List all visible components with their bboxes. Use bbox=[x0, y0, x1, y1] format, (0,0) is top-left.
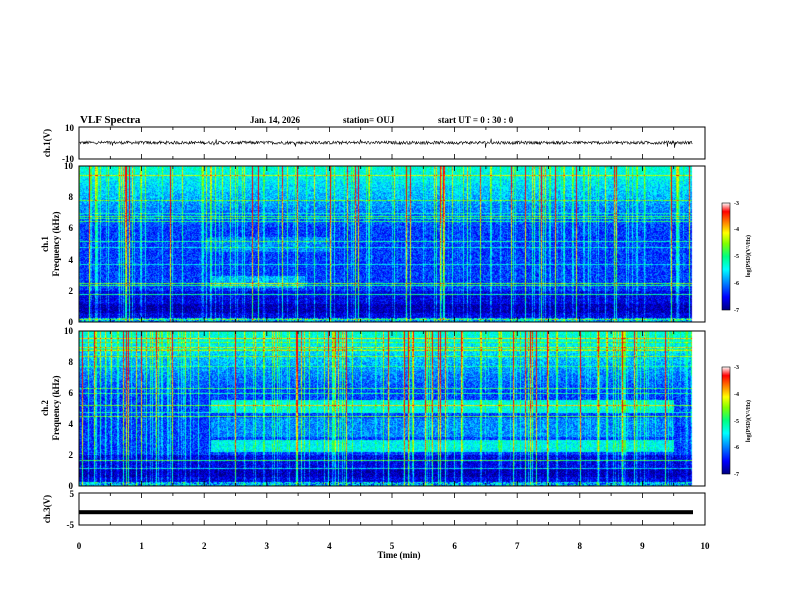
ch2-colorbar bbox=[721, 366, 731, 475]
ch1-ytick-2: 2 bbox=[69, 286, 74, 296]
xtick-0: 0 bbox=[77, 541, 82, 551]
spec1-ticks-marks bbox=[78, 166, 706, 322]
ch1-xticks-marks bbox=[78, 127, 706, 159]
time-axis-tick-labels: 0 1 2 3 4 5 6 7 8 9 10 bbox=[77, 541, 710, 551]
ch1-cb-tick-m7: -7 bbox=[734, 308, 739, 314]
ch2-spectrogram-ticks bbox=[78, 331, 706, 486]
ch2-cb-tick-m7: -7 bbox=[734, 472, 739, 478]
ch1-spectrogram-panel: 0 2 4 6 8 10 ch.1 Frequency (kHz) -3 -4 … bbox=[40, 161, 752, 327]
ch1-colorbar bbox=[721, 202, 731, 311]
xtick-8: 8 bbox=[578, 541, 583, 551]
ch2-channel-label: ch.2 bbox=[40, 400, 50, 416]
station-label: station= OUJ bbox=[343, 115, 395, 125]
ch1-ytick-10: 10 bbox=[64, 161, 74, 171]
ch3-waveform-panel: 5 -5 ch.3(V) bbox=[42, 489, 706, 530]
ch2-ytick-2: 2 bbox=[69, 450, 74, 460]
ch1-spectrogram-image bbox=[79, 166, 705, 322]
ch1-xticks bbox=[78, 127, 706, 159]
ch1-ytick-8: 8 bbox=[69, 192, 74, 202]
xtick-4: 4 bbox=[327, 541, 332, 551]
ch1-ytick-6: 6 bbox=[69, 223, 74, 233]
ch3-waveform-trace bbox=[79, 510, 693, 515]
ch1-cb-tick-m3: -3 bbox=[734, 201, 739, 207]
ch2-ytick-6: 6 bbox=[69, 388, 74, 398]
ch2-spectrogram-yticks: 0 2 4 6 8 10 bbox=[64, 326, 74, 491]
xtick-1: 1 bbox=[139, 541, 144, 551]
xtick-5: 5 bbox=[390, 541, 395, 551]
date-label: Jan. 14, 2026 bbox=[250, 115, 301, 125]
ch3-xticks bbox=[78, 493, 706, 525]
ch1-cb-tick-m6: -6 bbox=[734, 281, 739, 287]
ch2-cb-tick-m5: -5 bbox=[734, 419, 739, 425]
spec2-ticks-marks bbox=[78, 331, 706, 486]
ch1-spectrogram-ticks bbox=[78, 166, 706, 322]
ch2-cb-tick-m6: -6 bbox=[734, 445, 739, 451]
ch2-cb-tick-m3: -3 bbox=[734, 365, 739, 371]
ch2-ytick-10: 10 bbox=[64, 326, 74, 336]
ch1-waveform-trace bbox=[78, 138, 693, 148]
ch2-ytick-8: 8 bbox=[69, 357, 74, 367]
xtick-2: 2 bbox=[202, 541, 207, 551]
ch1-ytick-bottom: -10 bbox=[62, 154, 74, 164]
ch2-spectrogram-panel: 0 2 4 6 8 10 ch.2 Frequency (kHz) -3 -4 … bbox=[40, 326, 752, 491]
ch3-xticks-marks bbox=[78, 493, 706, 525]
ch1-ytick-4: 4 bbox=[69, 255, 74, 265]
ch1-frequency-label: Frequency (kHz) bbox=[51, 211, 61, 276]
ch1-cb-tick-m5: -5 bbox=[734, 254, 739, 260]
ch1-cb-tick-m4: -4 bbox=[734, 227, 739, 233]
start-time-label: start UT = 0 : 30 : 0 bbox=[438, 115, 514, 125]
ch1-channel-label: ch.1 bbox=[40, 236, 50, 252]
xtick-7: 7 bbox=[515, 541, 520, 551]
ch2-colorbar-label: log(PSD)(V²/Hz) bbox=[745, 400, 752, 442]
ch3-ylabel: ch.3(V) bbox=[42, 495, 52, 523]
ch1-ylabel: ch.1(V) bbox=[42, 129, 52, 157]
ch1-waveform-panel: 10 -10 ch.1(V) bbox=[42, 123, 706, 164]
ch2-frequency-label: Frequency (kHz) bbox=[51, 375, 61, 440]
ch1-colorbar-label: log(PSD)(V²/Hz) bbox=[745, 235, 752, 277]
ch2-ytick-0: 0 bbox=[69, 481, 74, 491]
ch1-spectrogram-yticks: 0 2 4 6 8 10 bbox=[64, 161, 74, 327]
time-axis-label: Time (min) bbox=[377, 550, 420, 560]
ch1-ytick-0: 0 bbox=[69, 317, 74, 327]
xtick-9: 9 bbox=[640, 541, 645, 551]
ch2-spectrogram-image bbox=[79, 331, 705, 486]
ch3-ytick-bottom: -5 bbox=[67, 520, 75, 530]
ch3-ytick-top: 5 bbox=[70, 489, 75, 499]
ch1-ytick-top: 10 bbox=[65, 123, 75, 133]
ch2-ytick-4: 4 bbox=[69, 419, 74, 429]
figure-title: VLF Spectra bbox=[80, 114, 141, 126]
xtick-6: 6 bbox=[452, 541, 457, 551]
xtick-3: 3 bbox=[265, 541, 270, 551]
ch2-cb-tick-m4: -4 bbox=[734, 392, 739, 398]
xtick-10: 10 bbox=[701, 541, 711, 551]
